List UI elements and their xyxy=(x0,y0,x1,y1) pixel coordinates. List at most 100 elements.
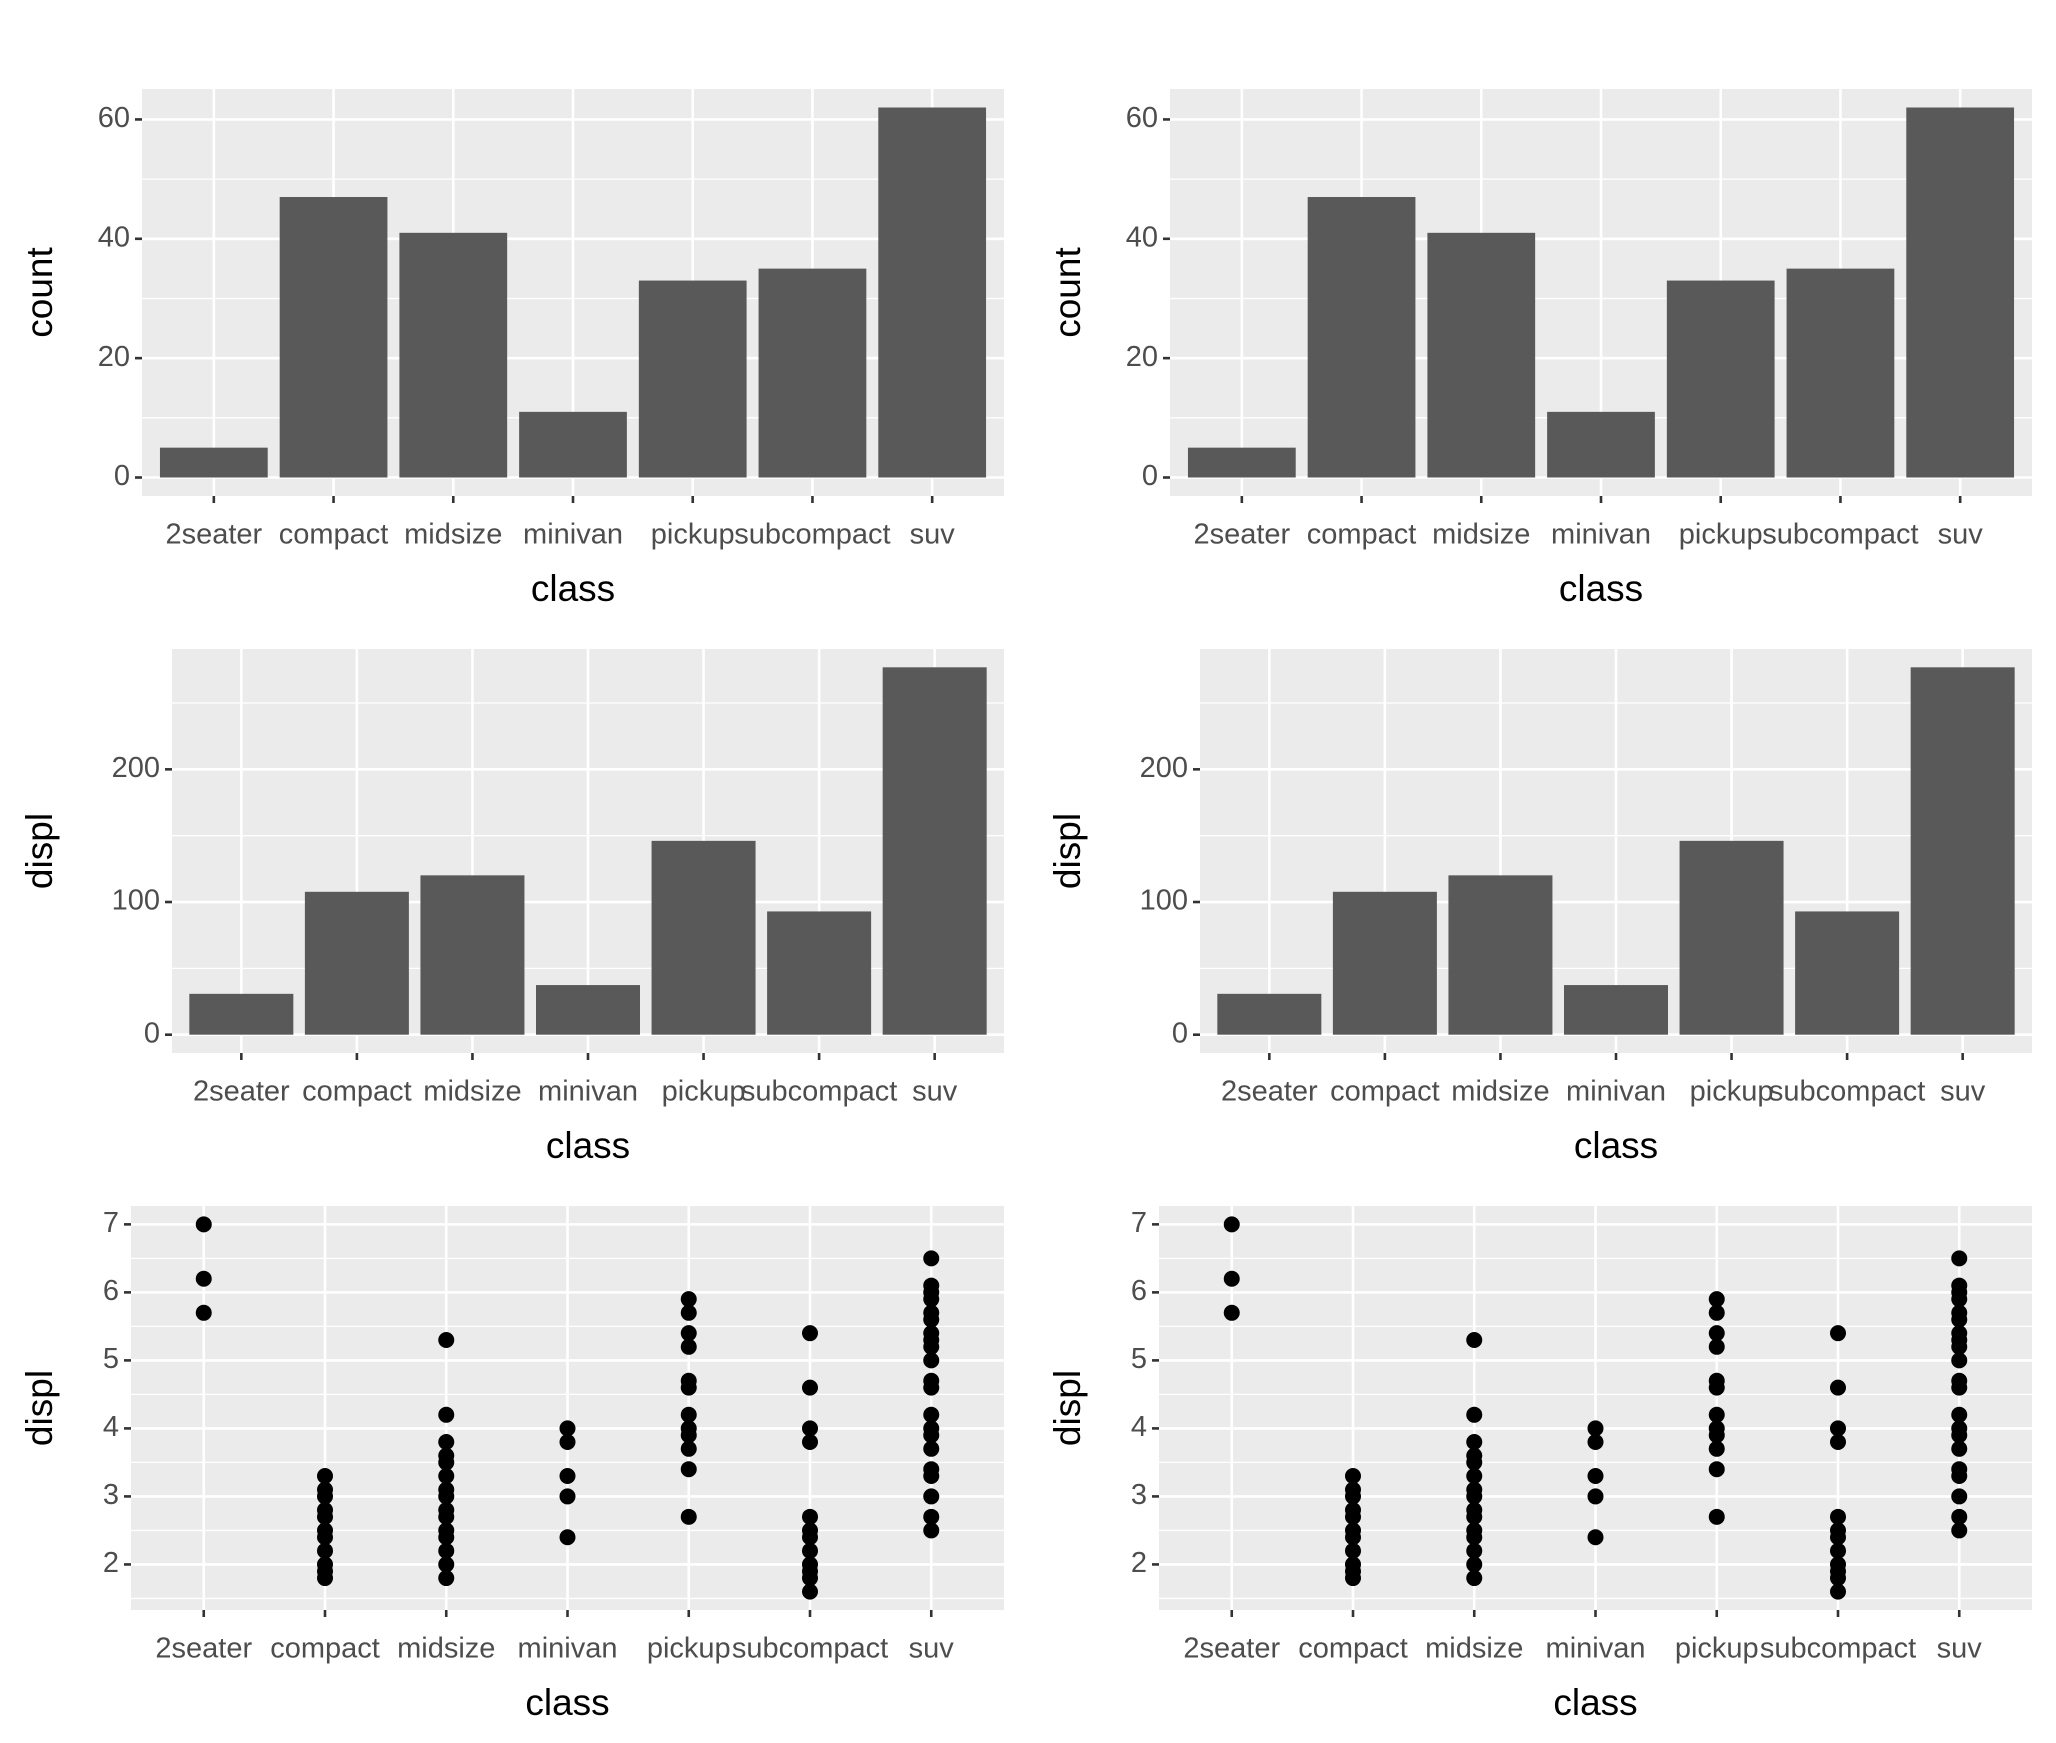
point xyxy=(1830,1325,1846,1342)
x-tick-label: subcompact xyxy=(734,519,890,551)
point xyxy=(438,1502,455,1519)
point xyxy=(1708,1325,1725,1342)
x-tick-label: midsize xyxy=(1451,1076,1549,1108)
bar xyxy=(638,280,747,478)
point xyxy=(1223,1270,1240,1287)
bar xyxy=(1187,447,1296,478)
point xyxy=(1708,1508,1725,1525)
bar xyxy=(1910,667,2015,1035)
bar xyxy=(420,875,525,1035)
x-axis-title: class xyxy=(1559,568,1643,609)
point xyxy=(802,1583,818,1600)
x-tick-label: midsize xyxy=(397,1633,495,1665)
point xyxy=(559,1468,576,1485)
bar xyxy=(304,891,409,1035)
bar xyxy=(519,411,627,478)
point xyxy=(317,1522,333,1539)
x-tick-label: midsize xyxy=(1432,519,1530,551)
point xyxy=(802,1420,818,1437)
panel: 0 100 200 2seater compact midsize minivan picku… xyxy=(1047,649,2032,1166)
point xyxy=(923,1488,940,1505)
point xyxy=(438,1447,455,1464)
x-axis-title: class xyxy=(1553,1682,1637,1723)
y-tick-label: 4 xyxy=(1131,1411,1147,1443)
point xyxy=(1587,1434,1604,1451)
x-tick-label: subcompact xyxy=(732,1633,888,1665)
y-tick-label: 100 xyxy=(1140,885,1188,917)
bar xyxy=(189,993,294,1035)
point xyxy=(680,1461,697,1478)
point xyxy=(1951,1372,1968,1389)
bar xyxy=(1307,197,1416,478)
point xyxy=(438,1434,455,1451)
point xyxy=(1951,1304,1968,1321)
x-tick-label: minivan xyxy=(1566,1076,1666,1108)
bar xyxy=(1217,993,1322,1035)
point xyxy=(1708,1372,1725,1389)
x-axis-title: class xyxy=(525,1682,609,1723)
point xyxy=(680,1291,697,1308)
y-tick-label: 40 xyxy=(98,221,130,253)
point xyxy=(923,1372,940,1389)
bar xyxy=(767,911,872,1035)
point xyxy=(317,1481,333,1498)
point xyxy=(1587,1468,1604,1485)
x-tick-label: suv xyxy=(1937,1633,1983,1665)
y-tick-label: 0 xyxy=(1142,460,1158,492)
point xyxy=(438,1522,455,1539)
point xyxy=(1708,1461,1725,1478)
point xyxy=(1466,1522,1483,1539)
y-tick-label: 40 xyxy=(1126,221,1158,253)
x-tick-label: minivan xyxy=(1546,1633,1646,1665)
x-tick-label: compact xyxy=(1307,519,1417,551)
bar xyxy=(1906,107,2015,478)
bar xyxy=(882,667,987,1035)
bar xyxy=(159,447,268,478)
y-tick-label: 0 xyxy=(114,460,130,492)
point xyxy=(1466,1481,1483,1498)
point xyxy=(1708,1420,1725,1437)
point xyxy=(1587,1420,1604,1437)
point xyxy=(559,1434,576,1451)
x-tick-label: 2seater xyxy=(1221,1076,1318,1108)
point xyxy=(923,1304,940,1321)
point xyxy=(1708,1304,1725,1321)
point xyxy=(1466,1556,1483,1573)
point xyxy=(1345,1468,1361,1485)
x-tick-label: suv xyxy=(912,1076,958,1108)
point xyxy=(680,1440,697,1457)
point xyxy=(1951,1420,1968,1437)
point xyxy=(559,1420,576,1437)
x-tick-label: compact xyxy=(302,1076,412,1108)
point xyxy=(923,1508,940,1525)
point xyxy=(680,1304,697,1321)
y-tick-label: 5 xyxy=(1131,1343,1147,1375)
y-tick-label: 2 xyxy=(103,1547,119,1579)
x-tick-label: 2seater xyxy=(165,519,262,551)
point xyxy=(1951,1250,1968,1267)
point xyxy=(317,1542,333,1559)
point xyxy=(1830,1434,1846,1451)
y-tick-label: 4 xyxy=(103,1411,119,1443)
x-tick-label: pickup xyxy=(1675,1633,1759,1665)
point xyxy=(559,1488,576,1505)
x-tick-label: subcompact xyxy=(1769,1076,1925,1108)
y-tick-label: 0 xyxy=(1172,1017,1188,1049)
x-axis-title: class xyxy=(1574,1125,1658,1166)
bar xyxy=(651,840,756,1035)
x-tick-label: midsize xyxy=(423,1076,521,1108)
x-tick-label: subcompact xyxy=(741,1076,897,1108)
point xyxy=(923,1406,940,1423)
point xyxy=(438,1556,455,1573)
point xyxy=(802,1522,818,1539)
point xyxy=(1466,1331,1483,1348)
point xyxy=(1345,1502,1361,1519)
bar xyxy=(399,232,508,478)
point xyxy=(1830,1420,1846,1437)
point xyxy=(1345,1522,1361,1539)
point xyxy=(1587,1529,1604,1546)
point xyxy=(438,1570,455,1587)
point xyxy=(1951,1461,1968,1478)
point xyxy=(195,1216,212,1233)
